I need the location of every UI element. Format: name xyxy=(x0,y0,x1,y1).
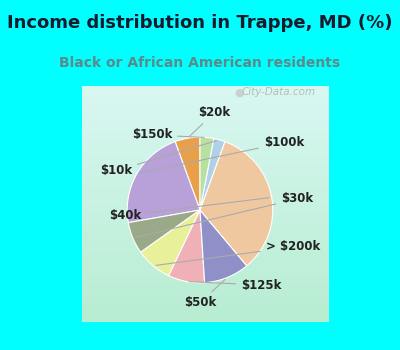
Text: $20k: $20k xyxy=(189,106,231,136)
Text: $150k: $150k xyxy=(132,128,204,141)
Text: $30k: $30k xyxy=(136,192,314,238)
Wedge shape xyxy=(128,210,200,252)
Text: $125k: $125k xyxy=(189,279,282,292)
Wedge shape xyxy=(200,142,273,266)
Text: $40k: $40k xyxy=(109,198,269,222)
Text: Black or African American residents: Black or African American residents xyxy=(60,56,340,70)
Text: $10k: $10k xyxy=(100,141,217,177)
Wedge shape xyxy=(141,210,200,276)
Wedge shape xyxy=(175,137,200,210)
Wedge shape xyxy=(200,139,225,210)
Text: > $200k: > $200k xyxy=(156,240,320,265)
Wedge shape xyxy=(169,210,205,283)
Text: $50k: $50k xyxy=(184,280,225,309)
Wedge shape xyxy=(127,142,200,223)
Text: $100k: $100k xyxy=(140,136,304,173)
Wedge shape xyxy=(200,137,214,210)
Text: Income distribution in Trappe, MD (%): Income distribution in Trappe, MD (%) xyxy=(7,14,393,32)
Text: City-Data.com: City-Data.com xyxy=(241,88,316,97)
Wedge shape xyxy=(200,210,247,283)
Text: ●: ● xyxy=(234,88,244,97)
